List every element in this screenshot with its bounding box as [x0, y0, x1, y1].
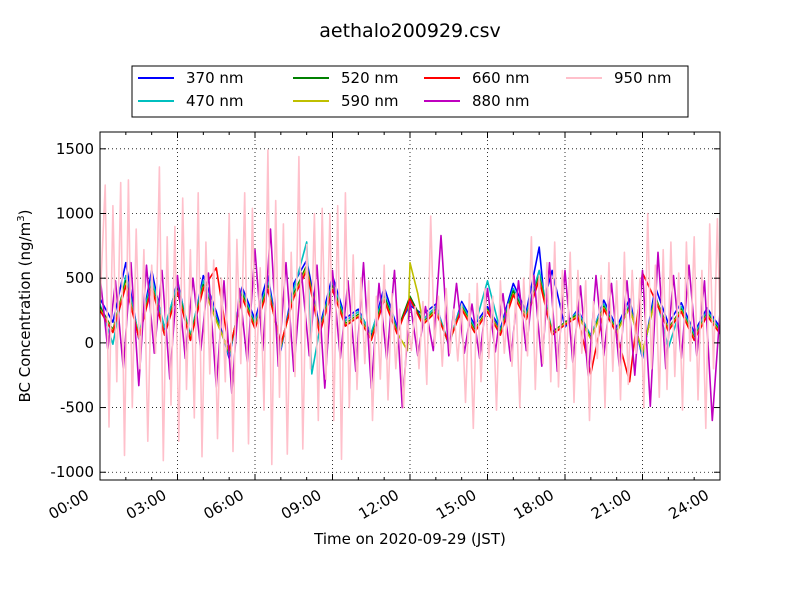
- legend-label: 660 nm: [472, 69, 530, 87]
- series-line-880-nm: [100, 228, 720, 422]
- y-axis-label-suffix: ): [16, 210, 34, 216]
- series-line-950-nm: [100, 149, 720, 466]
- legend: 370 nm 470 nm 520 nm 590 nm 660 nm 880 nm 950 …: [131, 65, 689, 118]
- chart-title: aethalo200929.csv: [319, 20, 501, 42]
- legend-label: 370 nm: [186, 69, 244, 87]
- legend-label: 950 nm: [614, 69, 672, 87]
- y-axis-label-text: BC Concentration (ng/m: [16, 222, 34, 403]
- y-axis-label: BC Concentration (ng/m3): [16, 210, 34, 403]
- legend-label: 590 nm: [341, 92, 399, 110]
- legend-label: 880 nm: [472, 92, 530, 110]
- legend-frame: [131, 65, 689, 118]
- y-tick-label: 0: [84, 334, 94, 352]
- y-tick-label: 1500: [56, 140, 94, 158]
- y-tick-label: -1000: [50, 463, 94, 481]
- legend-label: 520 nm: [341, 69, 399, 87]
- series-layer: [100, 149, 720, 466]
- y-tick-label: 500: [65, 269, 94, 287]
- y-tick-label: -500: [60, 399, 94, 417]
- x-axis-label: Time on 2020-09-29 (JST): [313, 530, 506, 548]
- y-tick-label: 1000: [56, 205, 94, 223]
- legend-label: 470 nm: [186, 92, 244, 110]
- y-axis-label-sup: 3: [16, 215, 27, 221]
